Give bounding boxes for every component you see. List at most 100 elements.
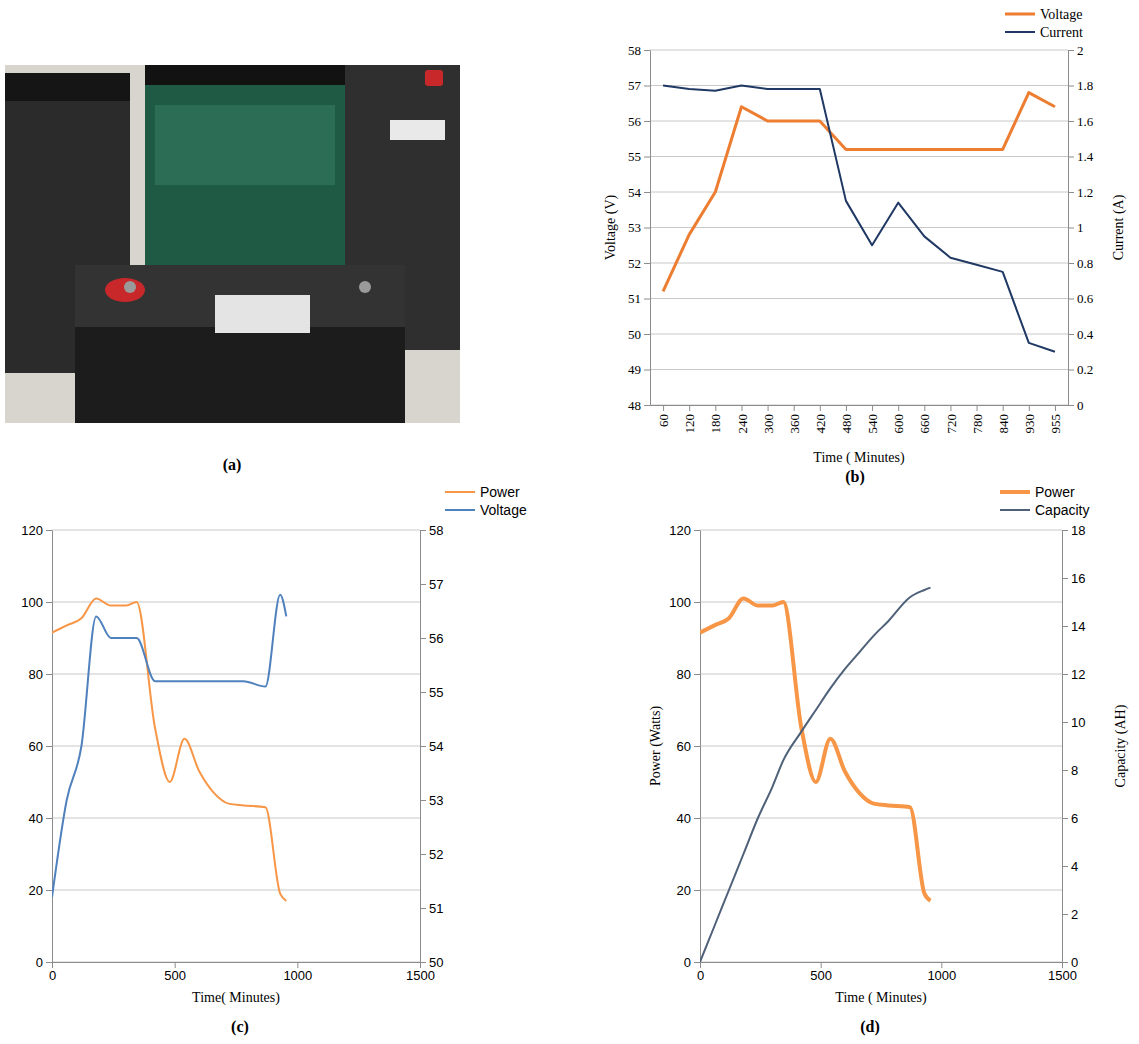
y-axis-tick: 40 [677, 811, 700, 826]
x-axis-tick-label: 420 [813, 414, 828, 434]
x-axis-tick: 500 [164, 962, 186, 983]
y-axis-line [650, 51, 651, 406]
y2-axis-tick-mark [420, 908, 426, 909]
y2-axis-tick: 54 [420, 739, 443, 754]
series-line [52, 595, 286, 897]
y2-axis: 024681012141618 [1062, 523, 1085, 970]
chart-panel: 0204060801001200246810121416180500100015… [648, 484, 1129, 1036]
grid-line [650, 192, 1068, 193]
y2-axis-tick: 8 [1062, 763, 1078, 778]
y2-axis-tick: 58 [420, 523, 443, 538]
y-axis-tick: 120 [21, 523, 52, 538]
y-axis-tick: 100 [21, 595, 52, 610]
chart-panel: 484950515253545556575800.20.40.60.811.21… [603, 7, 1127, 486]
grid-line [52, 818, 420, 819]
y-axis-tick: 20 [29, 883, 52, 898]
y2-axis-tick: 6 [1062, 811, 1078, 826]
battery-front [75, 265, 405, 423]
y-axis-tick-mark [644, 50, 650, 51]
x-axis-tick: 660 [917, 405, 932, 434]
y-axis-line [52, 531, 53, 963]
y-axis-tick-mark [694, 602, 700, 603]
y2-axis-tick: 1.2 [1068, 185, 1093, 200]
x-axis-tick: 120 [682, 405, 697, 434]
y2-axis-tick: 2 [1068, 43, 1084, 58]
y2-axis-tick-label: 1.8 [1077, 78, 1093, 93]
x-axis: 6012018024030036042048054060066072078084… [651, 405, 1069, 434]
x-axis-tick: 1000 [927, 962, 956, 983]
y-axis-tick-mark [46, 962, 52, 963]
x-axis-title: Time ( Minutes) [835, 990, 927, 1006]
x-axis-tick-label: 930 [1022, 414, 1037, 434]
y2-axis-tick-label: 55 [429, 685, 443, 700]
y2-axis-tick-mark [1068, 228, 1074, 229]
grid-line [52, 602, 420, 603]
y-axis-tick: 57 [628, 78, 650, 93]
panel-label: (d) [860, 1018, 880, 1036]
y2-axis: 505152535455565758 [420, 523, 443, 970]
y-axis-tick-label: 20 [29, 883, 43, 898]
x-axis-title: Time ( Minutes) [813, 450, 905, 466]
y-axis-tick-label: 48 [628, 398, 641, 413]
x-axis-tick-label: 780 [970, 414, 985, 434]
y-axis-tick-mark [694, 962, 700, 963]
y-axis-tick-mark [46, 818, 52, 819]
y2-axis-tick-mark [1062, 818, 1068, 819]
x-axis-tick-mark [297, 962, 298, 968]
y-axis-tick: 55 [628, 149, 650, 164]
battery-center [145, 65, 345, 275]
x-axis-tick: 480 [839, 405, 854, 434]
x-axis-tick: 930 [1022, 405, 1037, 434]
y2-axis-tick-mark [420, 746, 426, 747]
y-axis-tick: 40 [29, 811, 52, 826]
y2-axis-tick-mark [1068, 370, 1074, 371]
x-axis-tick-label: 0 [49, 968, 56, 983]
y2-axis-tick: 16 [1062, 571, 1085, 586]
y2-axis-tick-label: 0 [1077, 398, 1084, 413]
legend-label: Capacity [1035, 502, 1089, 518]
y-axis-tick: 120 [669, 523, 700, 538]
y2-axis-tick: 2 [1062, 907, 1078, 922]
y2-axis-tick: 52 [420, 847, 443, 862]
y-axis-tick-label: 40 [29, 811, 43, 826]
y2-axis-tick-mark [1062, 770, 1068, 771]
legend-swatch [1000, 509, 1030, 511]
legend: PowerCapacity [1000, 484, 1089, 518]
y2-axis-tick: 53 [420, 793, 443, 808]
y-axis-tick: 48 [628, 398, 650, 413]
y-axis-tick-mark [46, 890, 52, 891]
series-line [700, 588, 930, 962]
terminal [425, 70, 443, 86]
x-axis-tick-label: 1500 [406, 968, 435, 983]
series-line [52, 598, 286, 900]
y-axis-tick: 56 [628, 114, 650, 129]
y2-axis-tick: 0.2 [1068, 362, 1093, 377]
x-axis-tick-label: 600 [891, 414, 906, 434]
grid-line [700, 818, 1062, 819]
y2-axis-tick-label: 52 [429, 847, 443, 862]
y2-axis-tick: 1.6 [1068, 114, 1094, 129]
y2-axis-tick: 12 [1062, 667, 1085, 682]
x-axis-tick-label: 955 [1048, 414, 1063, 434]
y2-axis-tick-mark [1062, 578, 1068, 579]
x-axis-tick: 1500 [1048, 962, 1077, 983]
y-axis-tick-mark [644, 334, 650, 335]
y-axis-tick-label: 20 [677, 883, 691, 898]
y-axis-tick: 80 [677, 667, 700, 682]
grid-line [52, 890, 420, 891]
y2-axis-tick: 51 [420, 901, 443, 916]
y-axis-tick: 58 [628, 43, 650, 58]
grid-line [650, 85, 1068, 86]
y-axis-tick: 49 [628, 362, 650, 377]
grid-line [52, 962, 420, 963]
y-axis-tick-mark [46, 530, 52, 531]
y-axis-tick-mark [694, 890, 700, 891]
y-axis-tick-label: 58 [628, 43, 641, 58]
x-axis-tick: 540 [865, 405, 880, 434]
y2-axis-tick-label: 1.6 [1077, 114, 1094, 129]
x-axis-tick-mark [1062, 962, 1063, 968]
y-axis-tick-label: 0 [36, 955, 43, 970]
y-axis-tick-mark [694, 818, 700, 819]
y-axis: 020406080100120 [21, 523, 52, 970]
x-axis-tick-label: 360 [787, 414, 802, 434]
